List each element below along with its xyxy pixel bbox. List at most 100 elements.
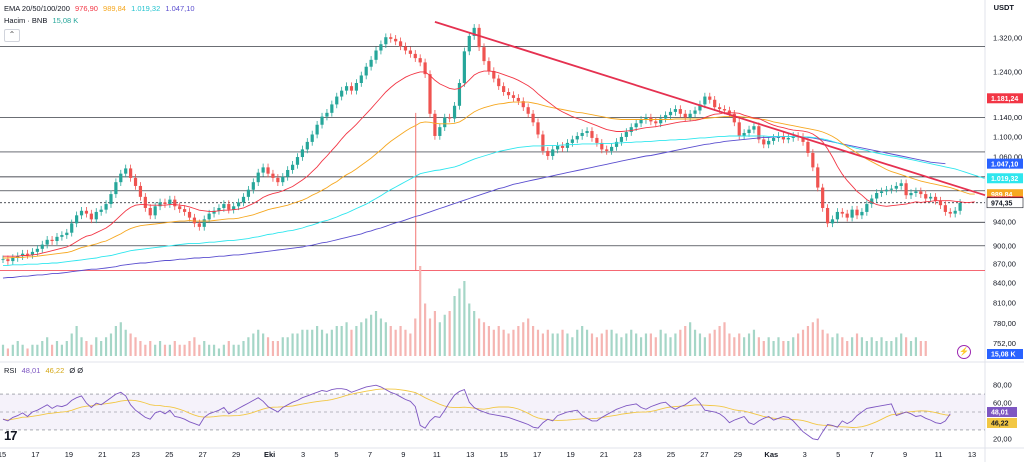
time-tick-label: 23 [633, 450, 641, 459]
volume-bar [208, 344, 211, 356]
candle-body [45, 239, 49, 245]
currency-label[interactable]: USDT [993, 3, 1014, 12]
candle-body [565, 142, 570, 148]
candle-body [889, 188, 893, 190]
volume-bar [468, 303, 471, 356]
candle-body [349, 86, 354, 91]
volume-bar [242, 341, 245, 356]
candle-body [585, 131, 589, 134]
volume-bar [502, 329, 505, 356]
candle-body [845, 213, 849, 218]
volume-bar [924, 341, 927, 356]
candle-body [227, 204, 231, 210]
volume-bar [296, 333, 299, 356]
candle-body [290, 164, 295, 170]
candle-body [590, 131, 594, 138]
candle-body [153, 206, 157, 216]
ema100-line [3, 135, 985, 266]
time-tick-label: 3 [803, 450, 807, 459]
volume-bar [811, 322, 814, 356]
time-tick-label: 9 [903, 450, 907, 459]
volume-bar [26, 348, 29, 356]
candle-body [344, 86, 349, 91]
volume-bar [448, 311, 451, 356]
volume-bar [531, 326, 535, 356]
candle-body [497, 78, 501, 87]
price-badge-label: 1.047,10 [991, 161, 1018, 168]
time-tick-label: 23 [132, 450, 140, 459]
volume-bar [203, 341, 206, 356]
candle-body [477, 27, 481, 48]
volume-bar [222, 344, 225, 356]
candle-body [953, 210, 957, 214]
candle-body [241, 196, 246, 203]
candle-body [781, 135, 785, 140]
volume-bar [782, 341, 785, 356]
candle-body [624, 132, 628, 137]
volume-bar [512, 329, 515, 356]
chevron-up-icon[interactable]: ⌃ [4, 29, 20, 42]
lightning-icon[interactable]: ⚡ [957, 345, 971, 359]
volume-bar [664, 333, 667, 356]
price-badge [987, 158, 1023, 169]
candle-body [610, 146, 614, 151]
price-badge [987, 93, 1023, 104]
volume-bar [31, 344, 34, 356]
candle-body [408, 50, 412, 54]
volume-bar [757, 337, 760, 356]
volume-bar [428, 318, 432, 356]
volume-bar [95, 337, 98, 356]
time-tick-label: 15 [500, 450, 508, 459]
time-tick-label: 27 [199, 450, 207, 459]
volume-bar [109, 333, 113, 356]
candle-body [811, 152, 815, 168]
volume-legend: Hacim · BNB 15,08 K [4, 16, 81, 25]
volume-bar [291, 333, 294, 356]
candle-body [840, 211, 844, 214]
time-tick-label: 13 [466, 450, 474, 459]
candle-body [757, 126, 761, 140]
candle-body [70, 223, 74, 233]
candle-body [340, 90, 344, 97]
time-tick-label: Eki [264, 450, 275, 459]
candle-body [163, 202, 167, 205]
volume-bar [733, 337, 736, 356]
volume-bar [635, 333, 638, 356]
candle-body [448, 117, 452, 119]
volume-bar [316, 326, 319, 356]
volume-bar [909, 341, 913, 356]
candle-body [60, 235, 64, 237]
candle-body [79, 210, 84, 216]
volume-bar [703, 337, 706, 356]
candle-body [452, 105, 457, 119]
volume-bar [360, 322, 363, 356]
candle-body [143, 196, 147, 208]
volume-bar [585, 329, 589, 356]
time-tick-label: 7 [870, 450, 874, 459]
volume-bar [399, 326, 402, 356]
volume-bar [477, 318, 481, 356]
candle-body [771, 137, 776, 141]
volume-bar [536, 329, 540, 356]
candle-body [511, 95, 516, 98]
volume-bar [860, 337, 864, 356]
ema100-value: 1.019,32 [131, 4, 161, 13]
volume-bar [60, 344, 63, 356]
tradingview-logo: 17 [4, 428, 18, 443]
volume-bar [124, 329, 127, 356]
candle-body [212, 210, 216, 214]
candle-body [678, 109, 682, 114]
volume-bar [114, 326, 117, 356]
candle-body [384, 37, 388, 45]
candle-body [433, 113, 437, 136]
candle-body [300, 149, 304, 158]
candle-body [556, 145, 560, 150]
candle-body [114, 182, 118, 195]
volume-bar [193, 337, 196, 356]
volume-bar [384, 322, 387, 356]
candle-body [222, 204, 226, 208]
rsi-tick-label: 80,00 [993, 381, 1012, 390]
volume-bar [154, 344, 157, 356]
time-tick-label: 7 [368, 450, 372, 459]
